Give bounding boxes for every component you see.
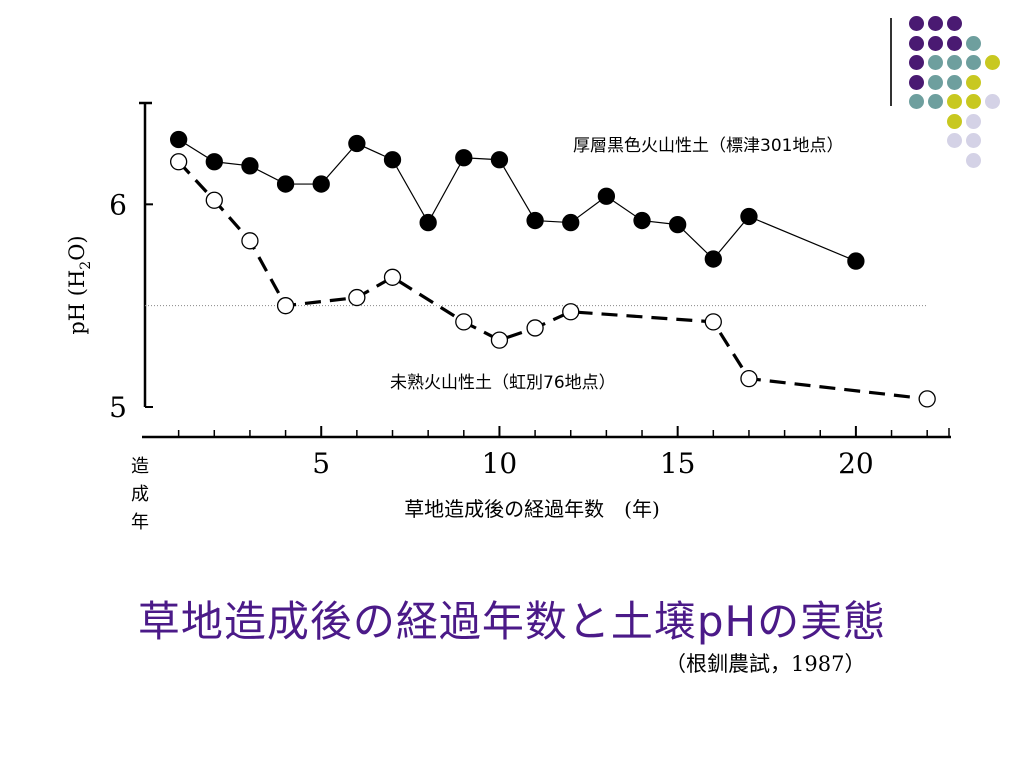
decorative-dot (947, 16, 962, 31)
data-point-filled (526, 211, 544, 230)
data-point-open (490, 331, 509, 349)
data-point-filled (312, 175, 330, 193)
series-label-black-soil: 厚層黒色火山性土（標津301地点） (573, 136, 843, 156)
decorative-dot (928, 55, 943, 70)
data-point-open (383, 268, 402, 286)
data-point-filled (348, 134, 366, 153)
decorative-dot (947, 133, 962, 148)
data-point-open (455, 313, 473, 331)
x-tick-label: 15 (660, 447, 696, 480)
decorative-dot (909, 35, 924, 51)
decorative-dot (947, 94, 962, 109)
y-axis-label-subscript: 2 (78, 261, 94, 270)
data-point-open (918, 390, 936, 408)
x-tick-label: 20 (838, 447, 874, 480)
series-line-1 (178, 138, 857, 262)
data-point-filled (169, 130, 188, 149)
decorative-dot (909, 16, 924, 31)
data-point-filled (633, 211, 651, 230)
data-point-open (276, 297, 295, 315)
series-label-immature-soil: 未熟火山性土（虹別76地点） (390, 372, 616, 393)
decorative-dot (928, 16, 943, 31)
x-side-label-1: 造 (131, 456, 149, 477)
data-point-open (205, 191, 223, 209)
decorative-dot (928, 74, 943, 90)
data-point-filled (276, 175, 295, 193)
x-tick-label: 5 (312, 447, 330, 480)
data-point-filled (455, 149, 473, 167)
data-point-filled (597, 187, 616, 205)
source-citation: （根釧農試，1987） (665, 652, 866, 676)
data-point-filled (847, 252, 865, 270)
decorative-dot (966, 55, 981, 70)
data-point-filled (383, 151, 402, 169)
y-axis-label: pH (H2O) (65, 235, 94, 334)
ph-line-chart: 5 6 5 10 15 20 pH (H2O) 草地造成後の経過年数 (年) 造 成 年… (65, 101, 951, 533)
data-point-filled (740, 207, 758, 226)
data-point-open (740, 369, 758, 388)
data-point-filled (669, 215, 687, 234)
data-point-open (562, 303, 580, 321)
y-tick-label: 6 (109, 188, 127, 221)
decorative-dot (947, 74, 962, 90)
decorative-dot (966, 113, 981, 129)
data-point-filled (241, 157, 259, 175)
slide-title: 草地造成後の経過年数と土壌pHの実態 (137, 597, 887, 646)
data-point-open (169, 153, 188, 171)
data-point-open (526, 319, 544, 337)
x-axis-label: 草地造成後の経過年数 (年) (404, 497, 660, 521)
decorative-dot (947, 113, 962, 129)
data-point-filled (704, 250, 722, 268)
decorative-dot (909, 55, 924, 70)
x-side-label-3: 年 (131, 512, 149, 533)
data-point-filled (562, 213, 580, 232)
decorative-dot (985, 94, 1000, 109)
decorative-dot (928, 94, 943, 109)
decorative-dot (966, 133, 981, 148)
decorative-dot (928, 35, 943, 51)
decorative-dot (966, 35, 981, 51)
data-point-open (704, 313, 722, 331)
decorative-dot (947, 55, 962, 70)
decorative-dot (966, 94, 981, 109)
data-point-open (241, 232, 259, 250)
x-tick-label: 10 (482, 447, 518, 480)
data-point-filled (419, 213, 437, 232)
data-point-filled (205, 153, 223, 171)
decorative-dot (966, 152, 981, 168)
decorative-dot (909, 94, 924, 109)
decorative-dot (909, 74, 924, 90)
decorative-divider (890, 18, 892, 106)
x-side-label-2: 成 (131, 484, 149, 505)
decorative-dot (966, 74, 981, 90)
data-point-filled (490, 151, 509, 169)
series-line-2 (177, 160, 928, 401)
decorative-dot (947, 35, 962, 51)
data-point-open (348, 288, 366, 307)
y-tick-label: 5 (109, 391, 127, 424)
decorative-dot (985, 55, 1000, 70)
